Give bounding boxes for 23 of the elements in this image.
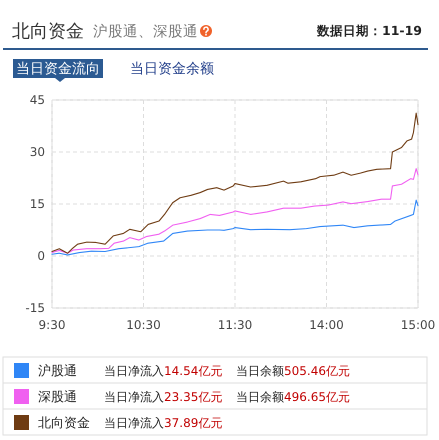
text: 当日净流入37.89亿元 [104, 416, 222, 430]
legend-label: 深股通 [38, 390, 77, 405]
text: 当日余额496.65亿元 [236, 390, 350, 404]
text: 当日余额505.46亿元 [236, 364, 350, 378]
text: 数据日期：11-19 [316, 23, 422, 38]
chart-title: 北向资金 [12, 21, 84, 42]
y-tick-label: -15 [25, 301, 45, 316]
x-tick-label: 11:30 [218, 318, 252, 332]
x-tick-label: 9:30 [38, 318, 66, 332]
chart-subtitle: 沪股通、深股通 [93, 23, 198, 40]
legend-label: 沪股通 [38, 363, 77, 379]
y-tick-label: 0 [37, 249, 45, 264]
x-tick-label: 10:30 [126, 318, 161, 332]
x-tick-label: 14:00 [309, 318, 344, 332]
text: 当日净流入14.54亿元 [104, 364, 222, 378]
y-tick-label: 30 [30, 145, 45, 160]
y-tick-label: 15 [30, 197, 45, 212]
x-tick-label: 15:00 [400, 318, 436, 332]
text: 当日资金余额 [130, 61, 214, 77]
text: 当日资金流向 [16, 61, 100, 77]
y-tick-label: 45 [30, 93, 45, 108]
text: 当日净流入23.35亿元 [104, 390, 222, 404]
legend-label: 北向资金 [38, 416, 90, 431]
